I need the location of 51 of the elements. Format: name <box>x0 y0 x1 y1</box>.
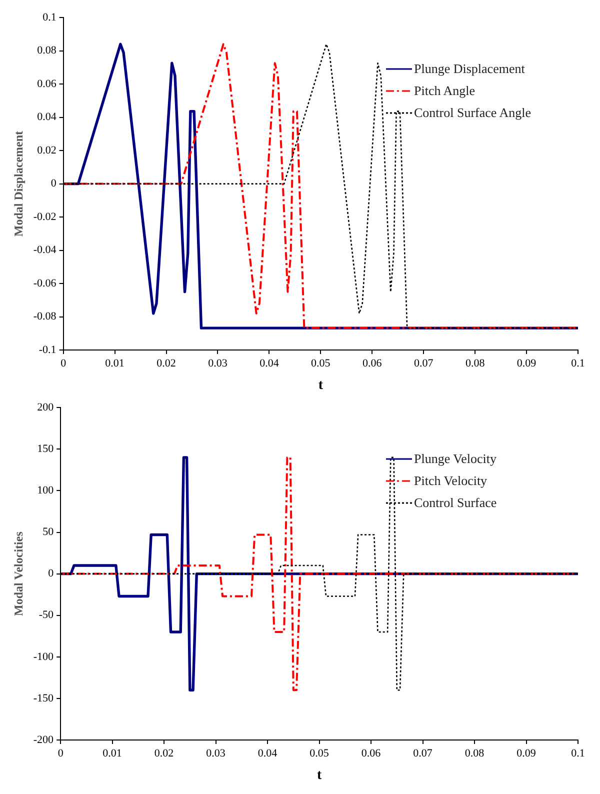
x-tick-label: 0 <box>60 357 67 370</box>
x-tick-label: 0.04 <box>260 357 280 370</box>
y-tick-label: 0.04 <box>37 111 57 124</box>
x-tick-label: 0.08 <box>465 357 486 370</box>
x-tick-label: 0.05 <box>311 357 331 370</box>
y-tick-label: 0 <box>50 178 57 190</box>
y-tick-label: 50 <box>42 526 54 538</box>
x-tick-label: 0.06 <box>361 747 382 760</box>
y-tick-label: 200 <box>37 401 54 414</box>
x-tick-label: 0.04 <box>258 747 278 760</box>
x-tick-label: 0.01 <box>105 357 124 370</box>
y-axis-title: Modal Velocities <box>11 531 26 616</box>
legend-label: Plunge Velocity <box>414 450 496 468</box>
x-tick-label: 0.01 <box>102 747 122 760</box>
y-tick-label: 0.08 <box>37 44 57 57</box>
y-tick-label: -0.06 <box>33 277 57 290</box>
y-tick-label: -0.04 <box>33 244 57 256</box>
x-tick-label: 0.09 <box>516 357 537 370</box>
x-axis-title: t <box>318 378 324 394</box>
y-tick-label: -150 <box>33 692 54 704</box>
legend-label: Control Surface <box>414 494 497 512</box>
y-tick-label: 0 <box>48 568 54 580</box>
legend-label: Pitch Velocity <box>414 472 488 490</box>
x-tick-label: 0.1 <box>571 747 585 760</box>
y-tick-label: 0.02 <box>37 144 56 156</box>
x-tick-label: 0.07 <box>413 747 433 760</box>
y-tick-label: -200 <box>33 734 54 746</box>
x-tick-label: 0.03 <box>208 357 228 370</box>
x-tick-label: 0.06 <box>362 357 382 370</box>
x-tick-label: 0.08 <box>464 747 485 760</box>
y-tick-label: -100 <box>33 650 54 663</box>
x-tick-label: 0.09 <box>516 747 536 760</box>
x-tick-label: 0.02 <box>154 747 174 760</box>
x-tick-label: 0.02 <box>156 357 176 370</box>
x-axis-title: t <box>316 768 322 784</box>
y-axis-title: Modal Displacement <box>11 130 26 237</box>
legend-label: Plunge Displacement <box>414 60 525 78</box>
y-tick-label: 0.06 <box>37 78 57 90</box>
x-tick-label: 0.05 <box>310 747 330 760</box>
x-tick-label: 0.07 <box>414 357 434 370</box>
y-tick-label: -50 <box>38 609 54 622</box>
y-tick-label: 0.1 <box>42 11 56 24</box>
x-tick-label: 0.1 <box>571 357 585 370</box>
legend-label: Control Surface Angle <box>414 104 531 122</box>
y-tick-label: -0.02 <box>33 210 56 223</box>
y-tick-label: 150 <box>37 443 54 456</box>
y-tick-label: 100 <box>37 484 54 497</box>
y-tick-label: -0.08 <box>33 310 57 323</box>
y-tick-label: -0.1 <box>38 344 56 356</box>
legend-label: Pitch Angle <box>414 82 476 100</box>
x-tick-label: 0.03 <box>206 747 226 760</box>
